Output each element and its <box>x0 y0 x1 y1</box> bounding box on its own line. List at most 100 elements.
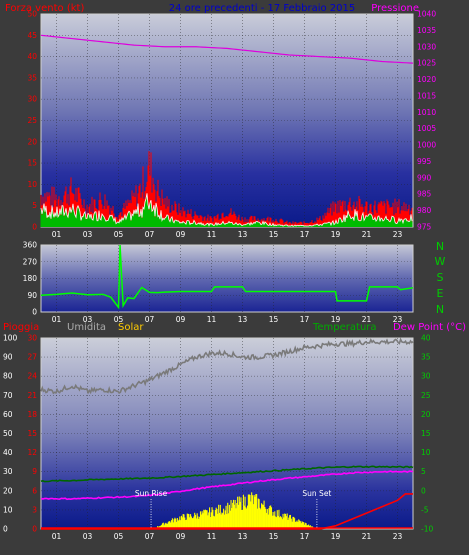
environment-x-tick-label: 05 <box>114 532 124 541</box>
pressure-y-tick-label: 1005 <box>417 124 436 133</box>
direction-y-tick-label: 90 <box>27 291 37 300</box>
direction-gridlines <box>41 245 413 312</box>
wind-pressure-chart: 0510152025303540455097598098599099510001… <box>27 10 436 240</box>
pressure-y-tick-label: 980 <box>417 206 432 215</box>
temperature-y-tick-label: 40 <box>421 334 431 343</box>
wind-x-tick-label: 11 <box>207 230 217 239</box>
solar-bars <box>152 492 317 529</box>
pressure-label: Pressione <box>371 3 419 14</box>
rain-y-tick-label: 27 <box>27 353 37 362</box>
direction-x-tick-label: 23 <box>393 315 403 324</box>
direction-y-tick-label: 180 <box>23 274 38 283</box>
sunrise-label: Sun Rise <box>135 489 168 498</box>
wind-x-tick-label: 23 <box>393 230 403 239</box>
wind-y-tick-label: 0 <box>32 223 37 232</box>
environment-x-tick-label: 19 <box>331 532 341 541</box>
direction-x-tick-label: 07 <box>145 315 155 324</box>
wind-y-tick-label: 35 <box>27 73 37 82</box>
direction-x-tick-label: 03 <box>83 315 93 324</box>
wind-y-tick-label: 40 <box>27 52 37 61</box>
environment-x-tick-label: 03 <box>83 532 93 541</box>
direction-label-n-bottom: N <box>436 303 444 316</box>
wind-x-tick-label: 19 <box>331 230 341 239</box>
humidity-y-tick-label: 30 <box>3 467 13 476</box>
temperature-y-tick-label: 20 <box>421 410 431 419</box>
pressure-y-tick-label: 1000 <box>417 141 436 150</box>
direction-x-tick-label: 17 <box>300 315 310 324</box>
humidity-y-tick-label: 20 <box>3 486 13 495</box>
environment-x-tick-label: 13 <box>238 532 248 541</box>
humidity-y-tick-label: 70 <box>3 391 13 400</box>
humidity-line <box>40 337 414 395</box>
direction-y-tick-label: 0 <box>32 308 37 317</box>
direction-x-tick-label: 21 <box>362 315 372 324</box>
pressure-y-tick-label: 995 <box>417 157 432 166</box>
wind-y-tick-label: 30 <box>27 95 37 104</box>
direction-x-tick-label: 01 <box>52 315 62 324</box>
wind-label: Forza vento (kt) <box>5 3 84 14</box>
rain-y-tick-label: 18 <box>27 410 37 419</box>
wind-average-line <box>40 193 413 227</box>
date-label: 24 ore precedenti - 17 Febbraio 2015 <box>169 3 356 14</box>
temperature-y-tick-label: -5 <box>421 505 429 514</box>
wind-y-tick-label: 25 <box>27 116 37 125</box>
direction-legend: N W S E N <box>435 240 446 316</box>
sunset-label: Sun Set <box>302 489 331 498</box>
temperature-line <box>40 465 414 483</box>
humidity-y-tick-label: 90 <box>3 353 13 362</box>
direction-x-tick-label: 09 <box>176 315 186 324</box>
humidity-y-tick-label: 40 <box>3 448 13 457</box>
temperature-y-tick-label: 5 <box>421 467 426 476</box>
rain-label: Pioggia <box>3 322 39 333</box>
direction-x-tick-label: 05 <box>114 315 124 324</box>
temperature-y-tick-label: 25 <box>421 391 431 400</box>
direction-label-s: S <box>437 271 444 284</box>
wind-direction-chart: 0 90 180 270 360 01 03 05 07 09 11 13 15 17 19 21 23 <box>23 241 414 324</box>
dewpoint-line <box>40 470 414 501</box>
wind-x-tick-label: 01 <box>52 230 62 239</box>
wind-x-tick-label: 07 <box>145 230 155 239</box>
pressure-y-tick-label: 1015 <box>417 91 436 100</box>
pressure-y-tick-label: 1020 <box>417 75 436 84</box>
wind-x-tick-label: 13 <box>238 230 248 239</box>
temperature-y-tick-label: 15 <box>421 429 431 438</box>
pressure-y-tick-label: 975 <box>417 223 432 232</box>
pressure-line <box>40 34 414 64</box>
rain-y-tick-label: 9 <box>32 467 37 476</box>
rain-y-tick-label: 30 <box>27 334 37 343</box>
rain-y-tick-label: 21 <box>27 391 37 400</box>
rain-y-tick-label: 3 <box>32 505 37 514</box>
wind-x-tick-label: 17 <box>300 230 310 239</box>
environment-x-tick-label: 01 <box>52 532 62 541</box>
direction-label-e: E <box>437 287 444 300</box>
direction-y-tick-label: 270 <box>23 257 38 266</box>
direction-line <box>40 244 414 310</box>
pressure-y-tick-label: 1040 <box>417 10 436 19</box>
environment-x-tick-label: 15 <box>269 532 279 541</box>
direction-x-tick-label: 19 <box>331 315 341 324</box>
environment-x-tick-label: 21 <box>362 532 372 541</box>
wind-x-tick-label: 05 <box>114 230 124 239</box>
direction-label-n-top: N <box>436 240 444 253</box>
rain-y-tick-label: 12 <box>27 448 37 457</box>
pressure-y-tick-label: 1030 <box>417 42 436 51</box>
wind-y-tick-label: 15 <box>27 159 37 168</box>
dewpoint-label: Dew Point (°C) <box>393 322 466 333</box>
temperature-y-tick-label: 10 <box>421 448 431 457</box>
temperature-y-tick-label: 35 <box>421 353 431 362</box>
environment-x-tick-label: 11 <box>207 532 217 541</box>
wind-x-tick-label: 15 <box>269 230 279 239</box>
wind-y-tick-label: 5 <box>32 201 37 210</box>
temperature-label: Temperatura <box>312 322 377 333</box>
direction-x-tick-label: 11 <box>207 315 217 324</box>
rain-y-tick-label: 15 <box>27 429 37 438</box>
rain-y-tick-label: 0 <box>32 525 37 534</box>
humidity-y-tick-label: 80 <box>3 372 13 381</box>
temperature-y-tick-label: 30 <box>421 372 431 381</box>
wind-y-tick-label: 10 <box>27 180 37 189</box>
environment-x-tick-label: 17 <box>300 532 310 541</box>
direction-y-tick-label: 360 <box>23 241 38 250</box>
temperature-y-tick-label: 0 <box>421 486 426 495</box>
rain-y-tick-label: 6 <box>32 486 37 495</box>
